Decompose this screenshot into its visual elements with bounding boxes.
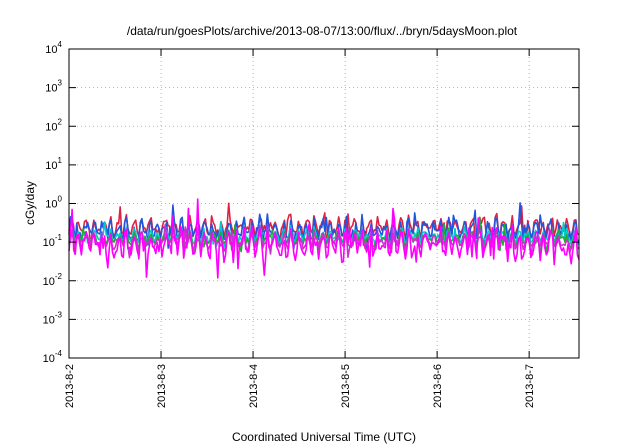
y-tick-label: 101 bbox=[45, 156, 62, 172]
y-tick-label: 10-3 bbox=[43, 310, 63, 326]
x-ticks: 2013-8-2 2013-8-3 2013-8-4 2013-8-5 2013-8-6… bbox=[64, 49, 536, 408]
series-group bbox=[68, 198, 580, 279]
grid bbox=[69, 49, 579, 358]
x-tick-label: 2013-8-3 bbox=[156, 364, 168, 408]
y-tick-label: 10-1 bbox=[43, 233, 63, 249]
y-tick-label: 102 bbox=[45, 117, 62, 133]
y-tick-label: 10-4 bbox=[43, 349, 63, 365]
y-tick-label: 104 bbox=[45, 40, 62, 56]
y-axis-label: cGy/day bbox=[23, 181, 37, 225]
series-line-6 bbox=[68, 198, 580, 279]
y-tick-label: 10-2 bbox=[43, 272, 63, 288]
x-tick-label: 2013-8-4 bbox=[248, 364, 260, 408]
x-tick-label: 2013-8-5 bbox=[340, 364, 352, 408]
y-tick-label: 100 bbox=[45, 195, 62, 211]
y-tick-label: 103 bbox=[45, 79, 62, 95]
x-tick-label: 2013-8-2 bbox=[64, 364, 76, 408]
x-tick-label: 2013-8-6 bbox=[432, 364, 444, 408]
x-tick-label: 2013-8-7 bbox=[524, 364, 536, 408]
chart-title: /data/run/goesPlots/archive/2013-08-07/1… bbox=[127, 24, 518, 38]
y-ticks: 10-4 10-3 10-2 10-1 100 101 102 103 104 bbox=[43, 40, 579, 365]
x-axis-label: Coordinated Universal Time (UTC) bbox=[232, 430, 416, 444]
